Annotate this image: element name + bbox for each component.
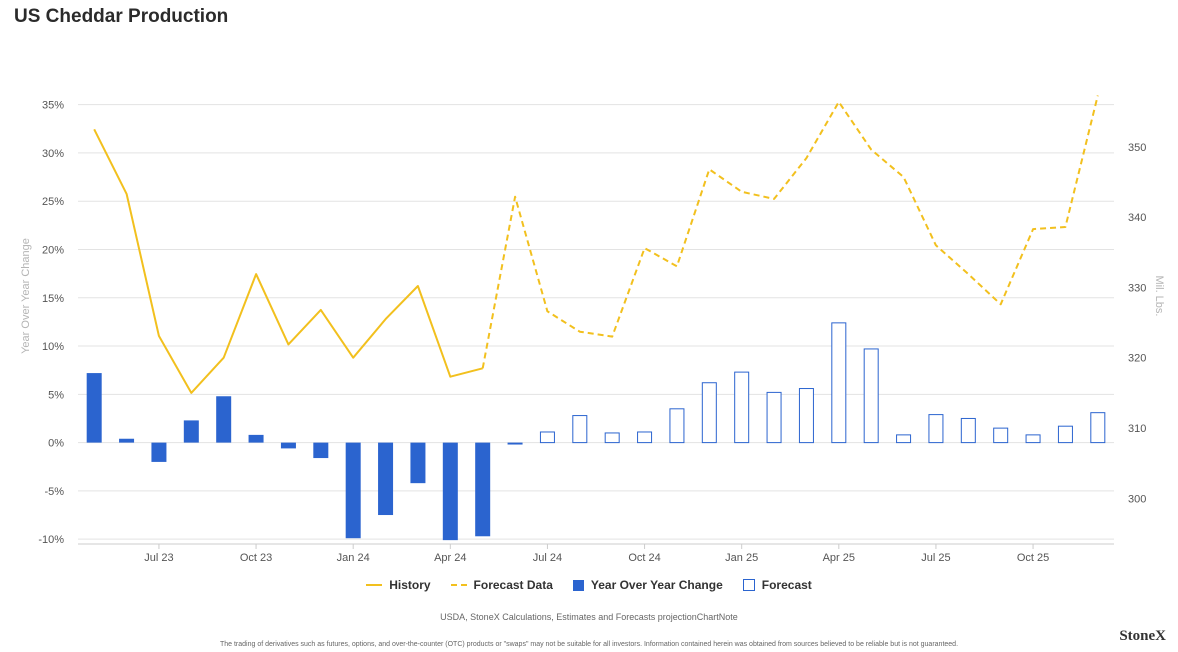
forecast-bar <box>539 431 555 444</box>
forecast-bar <box>831 322 847 444</box>
forecast-bar <box>863 348 879 444</box>
left-tick-label: 25% <box>42 196 64 208</box>
x-tick-label: Apr 25 <box>823 552 855 564</box>
left-tick-label: 30% <box>42 148 64 160</box>
yoy-bar <box>475 442 491 537</box>
forecast-bar <box>896 434 912 444</box>
forecast-bar <box>960 417 976 444</box>
stonex-logo: StoneX <box>1119 628 1166 644</box>
right-tick-label: 350 <box>1128 142 1146 154</box>
forecast-bar <box>637 431 653 444</box>
left-tick-label: 10% <box>42 341 64 353</box>
forecast-bar <box>1025 434 1041 444</box>
left-tick-label: 15% <box>42 293 64 305</box>
x-tick-label: Jan 24 <box>337 552 370 564</box>
grid-lines <box>78 104 1114 540</box>
left-axis-title: Year Over Year Change <box>20 238 32 354</box>
forecast-bar <box>766 391 782 444</box>
source-note: USDA, StoneX Calculations, Estimates and… <box>440 612 738 622</box>
chart-title: US Cheddar Production <box>14 6 229 27</box>
legend-label-yoy-change: Year Over Year Change <box>590 578 723 592</box>
forecast-bar <box>669 408 685 444</box>
legend-item-forecast[interactable]: Forecast <box>742 578 812 592</box>
yoy-bar <box>345 442 361 539</box>
left-tick-label: 0% <box>48 438 64 450</box>
yoy-bar <box>442 442 458 541</box>
left-tick-label: 20% <box>42 244 64 256</box>
axes: 35% 30% 25% 20% 15% 10% 5% 0% -5% -10% 350 340 330 32… <box>38 100 1146 564</box>
bar-series <box>86 322 1106 541</box>
legend-item-yoy-change[interactable]: Year Over Year Change <box>572 578 723 592</box>
x-tick-label: Jul 25 <box>921 552 950 564</box>
yoy-bar <box>151 442 167 462</box>
forecast-bar <box>1057 425 1073 444</box>
left-tick-label: -10% <box>38 534 64 546</box>
right-tick-label: 310 <box>1128 423 1146 435</box>
right-tick-label: 320 <box>1128 353 1146 365</box>
yoy-bar <box>280 442 296 449</box>
right-tick-label: 340 <box>1128 212 1146 224</box>
yoy-bar <box>183 420 199 443</box>
forecast-bar <box>734 371 750 444</box>
x-tick-label: Jul 24 <box>533 552 562 564</box>
x-tick-label: Apr 24 <box>434 552 466 564</box>
legend-label-history: History <box>389 578 431 592</box>
yoy-bar <box>216 396 232 443</box>
forecast-outline-bar-swatch <box>742 579 755 591</box>
disclaimer: The trading of derivatives such as futur… <box>219 641 959 648</box>
legend: History Forecast Data Year Over Year Cha… <box>0 578 1178 592</box>
x-tick-label: Oct 25 <box>1017 552 1049 564</box>
forecast-bar <box>701 382 717 444</box>
forecast-dashed-line-swatch <box>450 584 467 586</box>
forecast-bar <box>993 427 1009 444</box>
legend-label-forecast: Forecast <box>761 578 812 592</box>
x-tick-label: Jul 23 <box>144 552 173 564</box>
legend-item-history[interactable]: History <box>366 578 431 592</box>
right-tick-label: 300 <box>1128 493 1146 505</box>
legend-label-forecast-data: Forecast Data <box>473 578 553 592</box>
yoy-bar <box>248 434 264 443</box>
legend-item-forecast-data[interactable]: Forecast Data <box>450 578 553 592</box>
x-tick-label: Oct 24 <box>628 552 660 564</box>
history-line-swatch <box>366 584 383 586</box>
left-tick-label: -5% <box>44 486 64 498</box>
left-tick-label: 35% <box>42 100 64 112</box>
line-series <box>93 95 1099 394</box>
forecast-bar <box>1090 412 1106 444</box>
x-tick-label: Oct 23 <box>240 552 272 564</box>
left-tick-label: 5% <box>48 389 64 401</box>
yoy-bar <box>507 442 523 445</box>
yoy-bar <box>86 373 102 443</box>
yoy-bar <box>119 438 135 443</box>
forecast-bar <box>572 415 588 444</box>
forecast-data-line <box>481 95 1099 369</box>
yoy-bar <box>410 442 426 484</box>
forecast-bar <box>798 388 814 444</box>
yoy-bar-swatch <box>572 579 584 591</box>
forecast-bar <box>928 414 944 444</box>
right-tick-label: 330 <box>1128 282 1146 294</box>
history-line <box>93 128 483 394</box>
right-axis-title: Mil. Lbs. <box>1153 276 1165 317</box>
yoy-bar <box>378 442 394 516</box>
forecast-bar <box>604 432 620 444</box>
x-tick-label: Jan 25 <box>725 552 758 564</box>
yoy-bar <box>313 442 329 459</box>
chart: 35% 30% 25% 20% 15% 10% 5% 0% -5% -10% 350 340 330 32… <box>20 95 1165 564</box>
